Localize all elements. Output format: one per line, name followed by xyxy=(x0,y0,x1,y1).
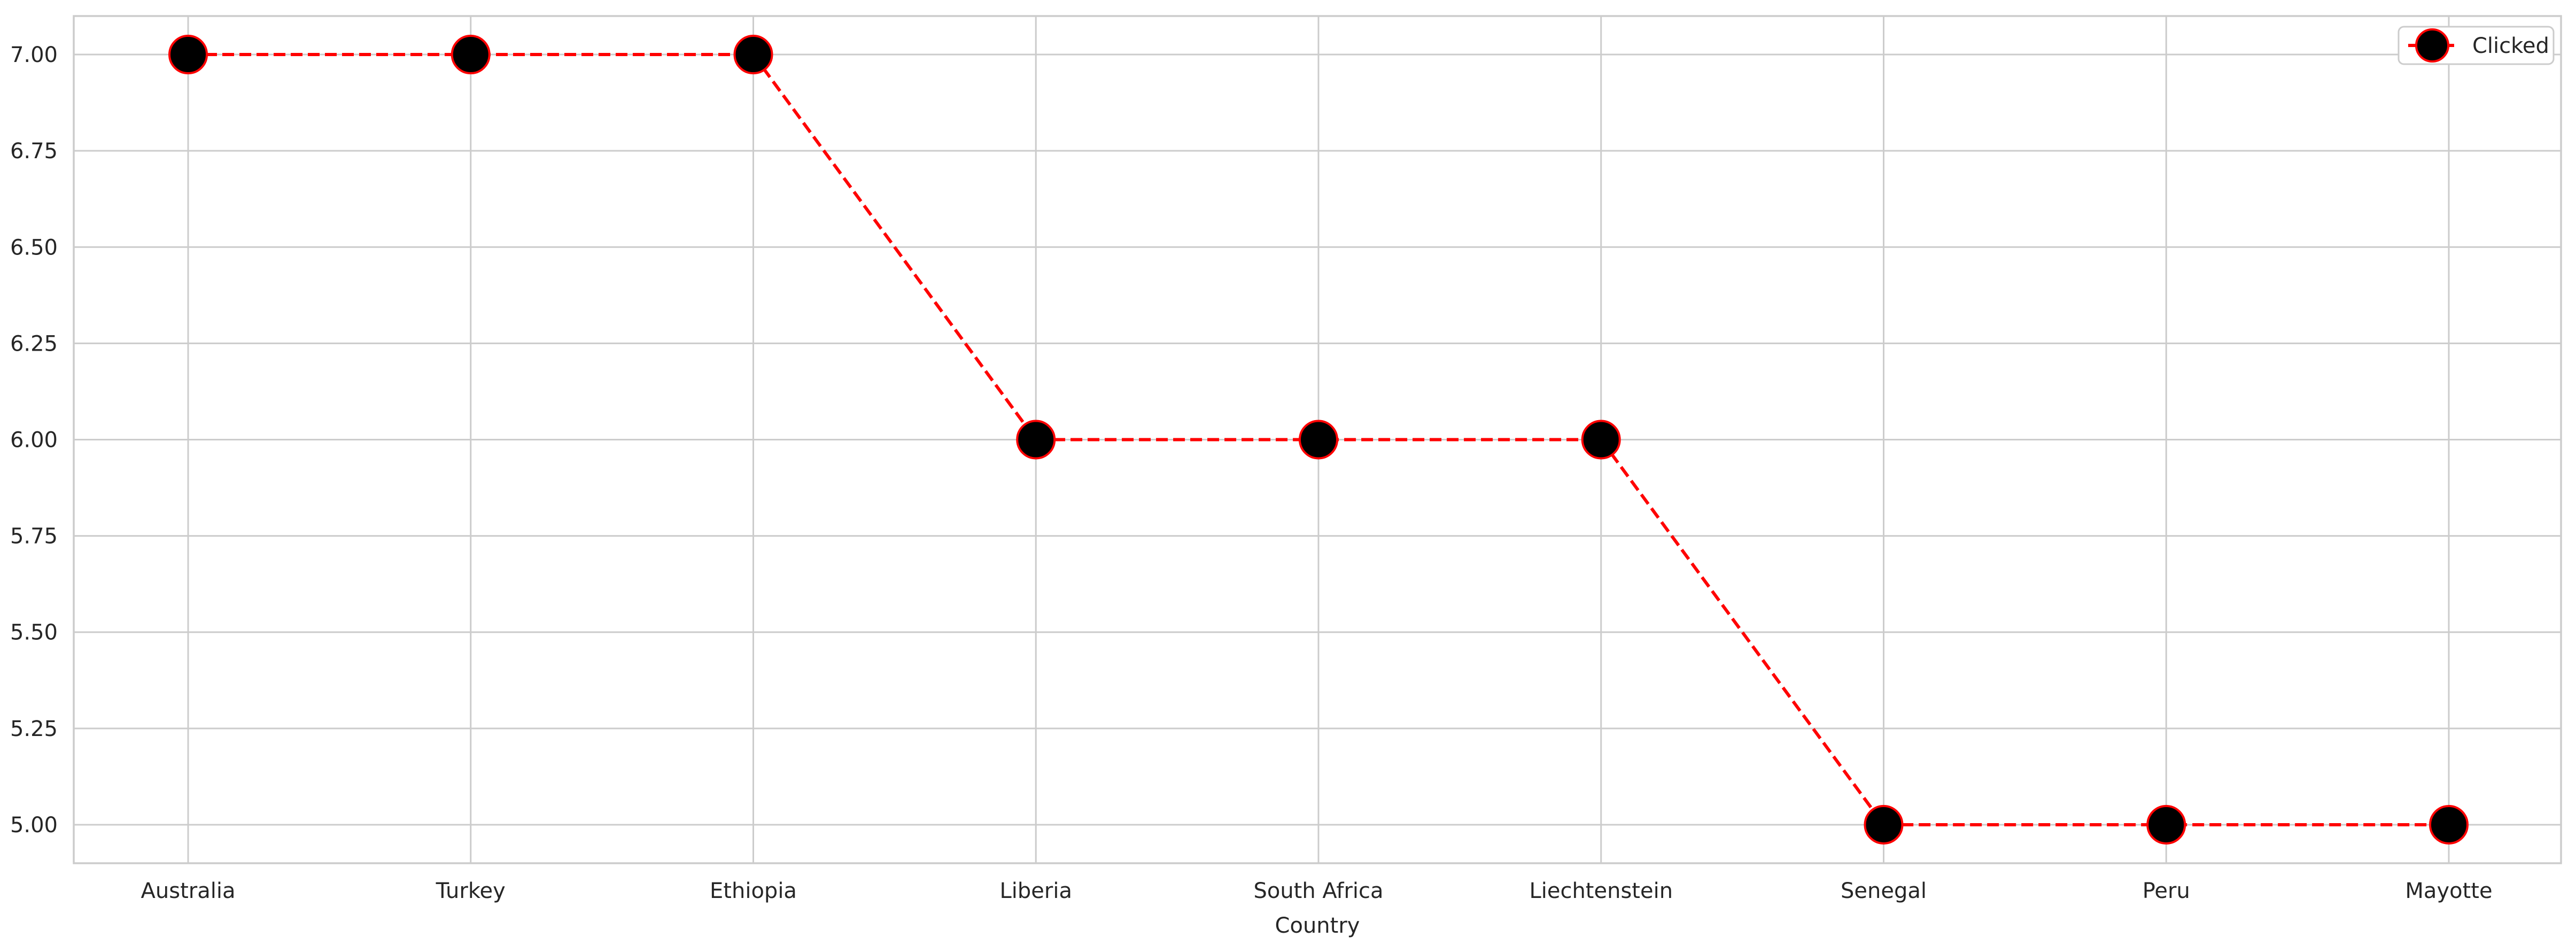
data-point xyxy=(2429,804,2469,845)
x-tick-label: Mayotte xyxy=(2405,879,2492,903)
series-layer xyxy=(168,35,2469,845)
x-tick-label: Peru xyxy=(2143,879,2190,903)
data-point xyxy=(1016,420,1056,460)
legend: Clicked xyxy=(2397,26,2555,65)
data-point xyxy=(168,35,208,75)
plot-area-frame xyxy=(73,15,2562,864)
data-point xyxy=(733,35,773,75)
x-tick-label: Senegal xyxy=(1841,879,1927,903)
data-point xyxy=(1864,804,1904,845)
y-tick-label: 6.75 xyxy=(10,139,58,164)
y-tick-label: 6.50 xyxy=(10,235,58,260)
y-tick-label: 5.25 xyxy=(10,717,58,741)
y-tick-label: 6.25 xyxy=(10,331,58,356)
x-tick-label: South Africa xyxy=(1253,879,1383,903)
data-point xyxy=(1581,420,1621,460)
y-tick-label: 5.50 xyxy=(10,621,58,645)
x-tick-label: Australia xyxy=(141,879,236,903)
y-tick-label: 7.00 xyxy=(10,43,58,67)
legend-label: Clicked xyxy=(2472,34,2549,58)
y-tick-label: 5.00 xyxy=(10,813,58,838)
tick-labels: 5.00 5.25 5.50 5.75 6.00 6.25 6.50 6.75 7.00 Aust… xyxy=(10,43,2493,903)
x-tick-label: Ethiopia xyxy=(710,879,797,903)
y-tick-label: 5.75 xyxy=(10,524,58,549)
data-point xyxy=(2146,804,2186,845)
x-tick-label: Liberia xyxy=(1000,879,1072,903)
data-point xyxy=(1299,420,1338,460)
data-point xyxy=(451,35,491,75)
x-tick-label: Turkey xyxy=(436,879,506,903)
y-tick-label: 6.00 xyxy=(10,428,58,453)
x-tick-label: Liechtenstein xyxy=(1529,879,1673,903)
x-axis-title: Country xyxy=(1275,913,1360,938)
legend-marker xyxy=(2415,28,2449,63)
